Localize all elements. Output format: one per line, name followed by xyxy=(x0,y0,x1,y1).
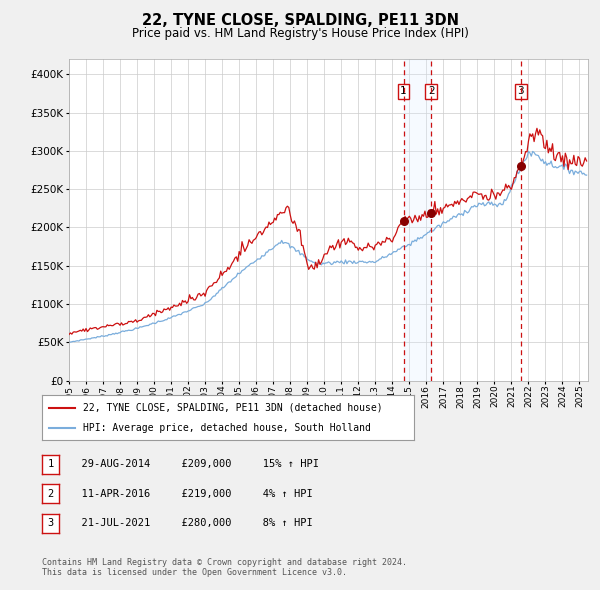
Text: 11-APR-2016     £219,000     4% ↑ HPI: 11-APR-2016 £219,000 4% ↑ HPI xyxy=(69,489,313,499)
Text: 3: 3 xyxy=(47,519,53,528)
Text: 2: 2 xyxy=(428,86,434,96)
Text: 2: 2 xyxy=(47,489,53,499)
Text: 1: 1 xyxy=(47,460,53,469)
Text: 29-AUG-2014     £209,000     15% ↑ HPI: 29-AUG-2014 £209,000 15% ↑ HPI xyxy=(69,460,319,469)
Bar xyxy=(404,59,431,381)
Text: Price paid vs. HM Land Registry's House Price Index (HPI): Price paid vs. HM Land Registry's House … xyxy=(131,27,469,40)
Text: 1: 1 xyxy=(400,86,407,96)
Text: 22, TYNE CLOSE, SPALDING, PE11 3DN (detached house): 22, TYNE CLOSE, SPALDING, PE11 3DN (deta… xyxy=(83,403,383,412)
Text: 22, TYNE CLOSE, SPALDING, PE11 3DN: 22, TYNE CLOSE, SPALDING, PE11 3DN xyxy=(142,13,458,28)
Text: HPI: Average price, detached house, South Holland: HPI: Average price, detached house, Sout… xyxy=(83,424,371,434)
Text: Contains HM Land Registry data © Crown copyright and database right 2024.
This d: Contains HM Land Registry data © Crown c… xyxy=(42,558,407,577)
Text: 3: 3 xyxy=(517,86,524,96)
Text: 21-JUL-2021     £280,000     8% ↑ HPI: 21-JUL-2021 £280,000 8% ↑ HPI xyxy=(69,519,313,528)
